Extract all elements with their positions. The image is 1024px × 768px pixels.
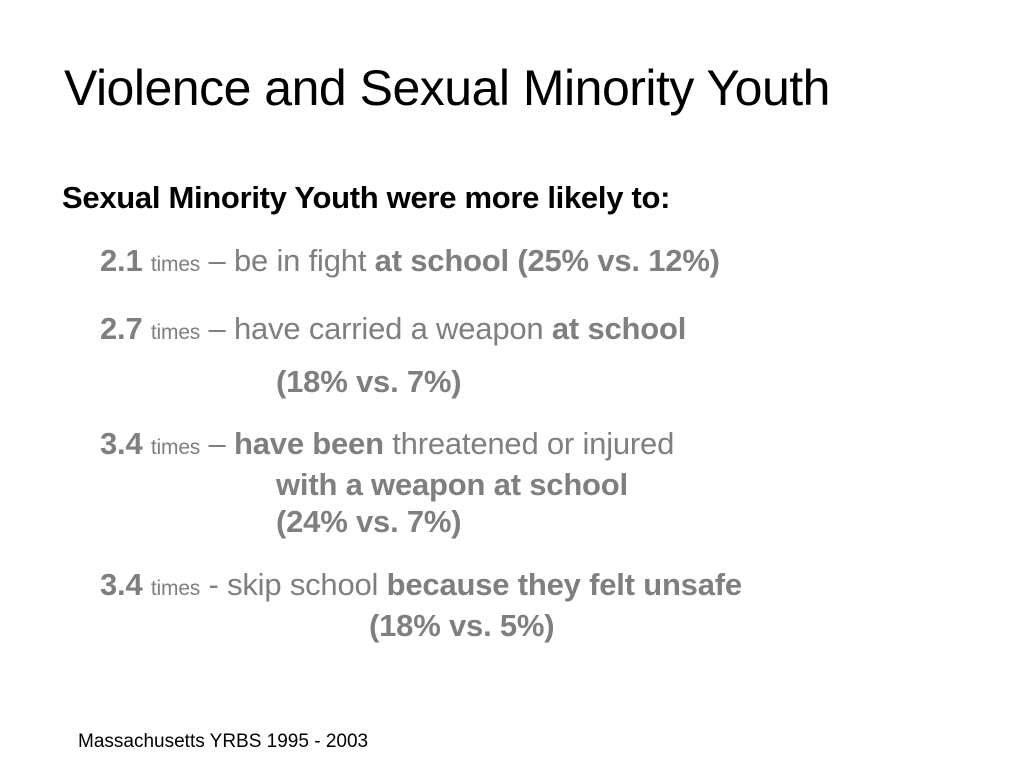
bullet-line: 2.7 times – have carried a weapon at sch… xyxy=(100,310,686,351)
separator: - xyxy=(208,567,219,602)
multiplier: 3.4 xyxy=(100,567,143,602)
multiplier: 3.4 xyxy=(100,426,143,461)
source-citation: Massachusetts YRBS 1995 - 2003 xyxy=(78,731,369,752)
item-text: threatened or injured xyxy=(392,426,675,461)
item-text: skip school xyxy=(227,567,379,602)
times-label: times xyxy=(150,436,201,459)
times-label: times xyxy=(150,321,201,344)
bullet-line: 3.4 times – have been threatened or inju… xyxy=(100,425,674,466)
slide-title: Violence and Sexual Minority Youth xyxy=(64,60,830,116)
item-bold-text: at school (25% vs. 12%) xyxy=(374,243,720,278)
item-text: be in fight xyxy=(234,243,367,278)
bullet-line: 3.4 times - skip school because they fel… xyxy=(100,566,742,607)
item-continuation-2: (24% vs. 7%) xyxy=(276,504,462,539)
separator: – xyxy=(208,311,226,346)
item-bold-text: because they felt unsafe xyxy=(386,567,742,602)
separator: – xyxy=(208,243,226,278)
item-continuation-1: with a weapon at school xyxy=(276,467,628,502)
separator: – xyxy=(208,426,226,461)
times-label: times xyxy=(150,577,201,600)
item-bold-text: at school xyxy=(551,311,687,346)
item-continuation: (18% vs. 5%) xyxy=(369,608,555,643)
bullet-item-weapon: 2.7 times – have carried a weapon at sch… xyxy=(100,310,686,400)
bullet-item-threatened: 3.4 times – have been threatened or inju… xyxy=(100,425,674,540)
multiplier: 2.1 xyxy=(100,243,143,278)
bullet-line: 2.1 times – be in fight at school (25% v… xyxy=(100,242,720,283)
item-continuation: (18% vs. 7%) xyxy=(276,364,462,399)
item-bold-lead: have been xyxy=(234,426,384,461)
bullet-item-fight: 2.1 times – be in fight at school (25% v… xyxy=(100,242,720,283)
slide-subtitle: Sexual Minority Youth were more likely t… xyxy=(62,180,671,215)
bullet-item-skip-school: 3.4 times - skip school because they fel… xyxy=(100,566,742,644)
times-label: times xyxy=(150,253,201,276)
item-text: have carried a weapon xyxy=(234,311,544,346)
multiplier: 2.7 xyxy=(100,311,143,346)
